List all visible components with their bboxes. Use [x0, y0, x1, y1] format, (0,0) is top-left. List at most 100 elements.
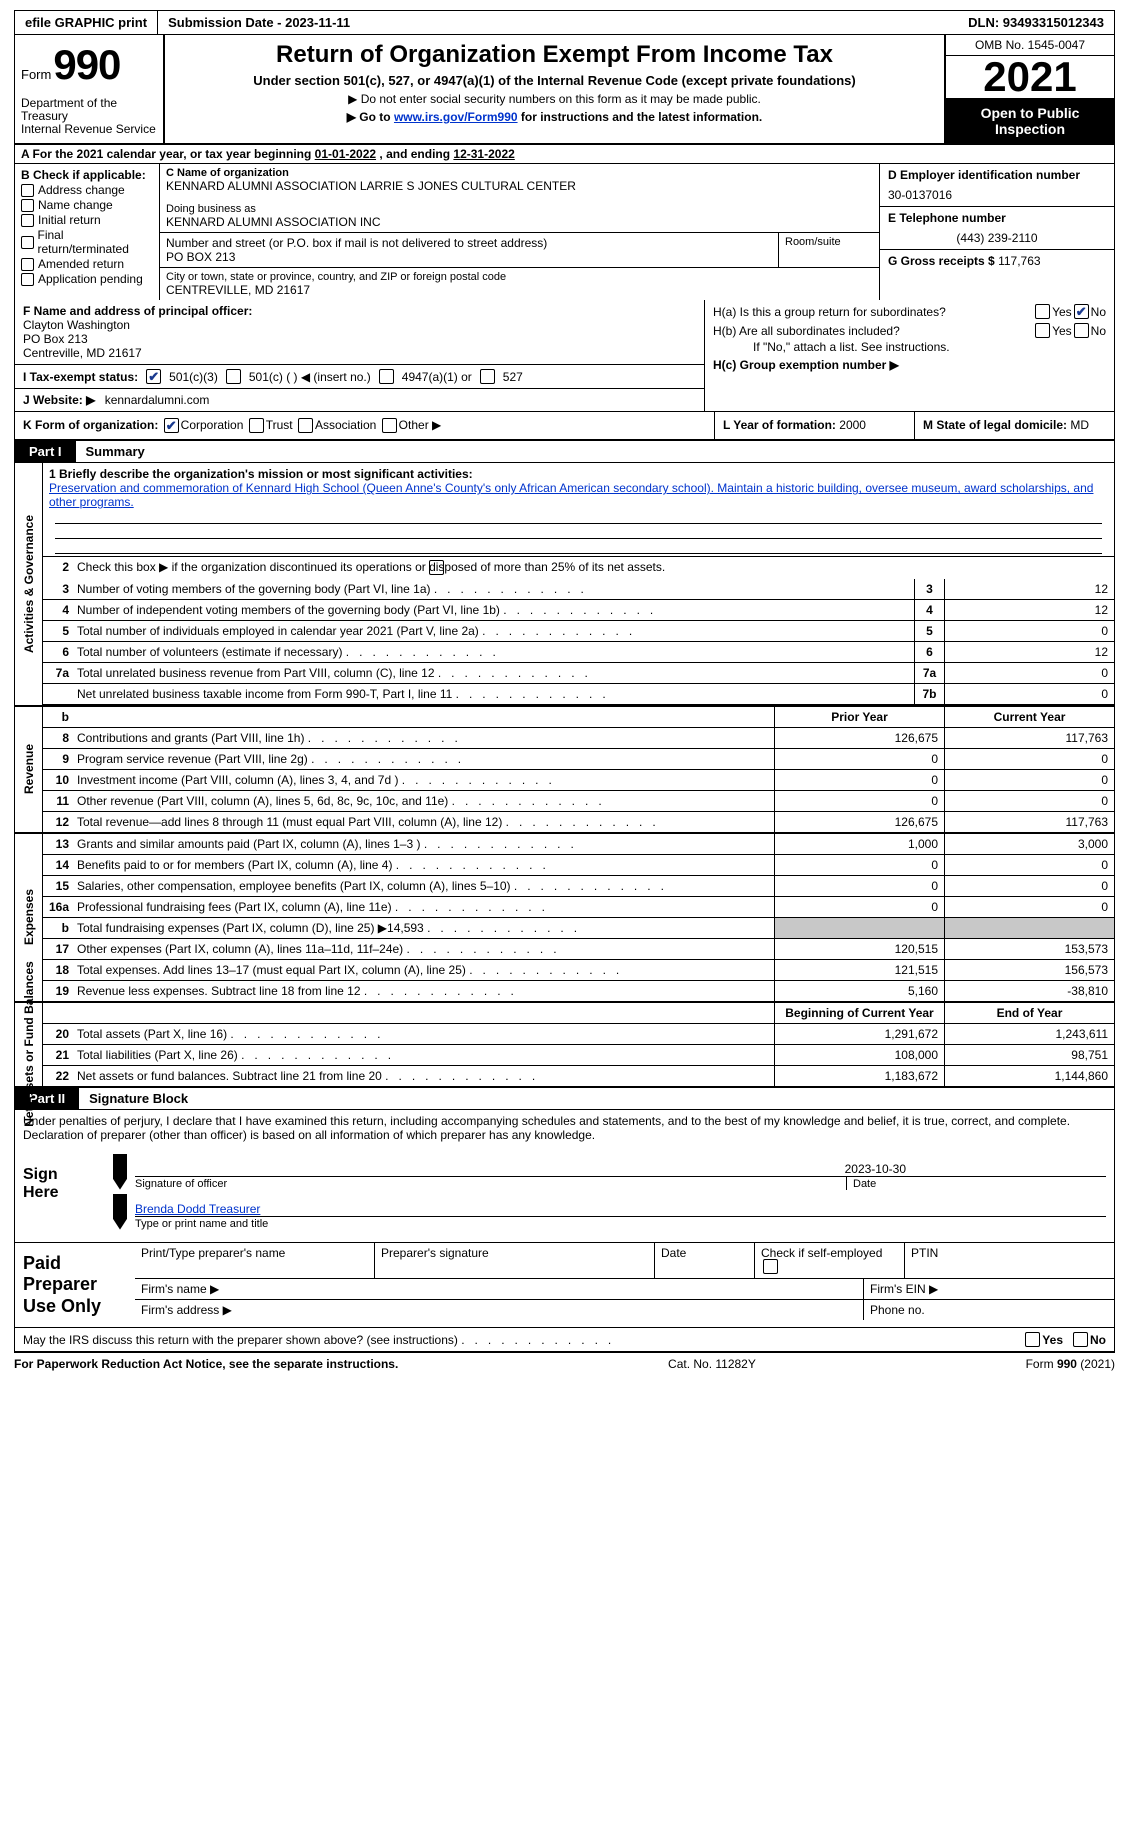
check-hb-yes[interactable] — [1035, 323, 1050, 338]
catalog-number: Cat. No. 11282Y — [398, 1357, 1025, 1371]
column-c-org-info: C Name of organization KENNARD ALUMNI AS… — [160, 164, 879, 300]
summary-line: 19Revenue less expenses. Subtract line 1… — [43, 981, 1114, 1001]
check-527[interactable] — [480, 369, 495, 384]
paid-preparer-block: Paid Preparer Use Only Print/Type prepar… — [14, 1243, 1115, 1329]
check-final-return[interactable]: Final return/terminated — [21, 228, 153, 256]
street-address: PO BOX 213 — [166, 250, 772, 264]
dba-label: Doing business as — [166, 203, 873, 215]
form-note-ssn: ▶ Do not enter social security numbers o… — [173, 92, 936, 106]
summary-line: 13Grants and similar amounts paid (Part … — [43, 834, 1114, 855]
section-f-officer: F Name and address of principal officer:… — [15, 300, 704, 365]
signature-arrow-icon — [113, 1154, 127, 1190]
summary-line: 20Total assets (Part X, line 16)1,291,67… — [43, 1024, 1114, 1045]
column-headers-netassets: Beginning of Current Year End of Year — [43, 1003, 1114, 1024]
form-footer: For Paperwork Reduction Act Notice, see … — [14, 1353, 1115, 1375]
summary-line: 7aTotal unrelated business revenue from … — [43, 663, 1114, 684]
summary-line: 22Net assets or fund balances. Subtract … — [43, 1066, 1114, 1086]
summary-line: 8Contributions and grants (Part VIII, li… — [43, 728, 1114, 749]
column-d-contact: D Employer identification number 30-0137… — [879, 164, 1114, 300]
gross-receipts-label: G Gross receipts $ — [888, 254, 995, 268]
city-state-zip: CENTREVILLE, MD 21617 — [166, 283, 873, 297]
column-b-checkboxes: B Check if applicable: Address change Na… — [15, 164, 160, 300]
preparer-sig-label: Preparer's signature — [375, 1243, 655, 1278]
signature-officer-label: Signature of officer — [135, 1177, 846, 1190]
summary-line: bTotal fundraising expenses (Part IX, co… — [43, 918, 1114, 939]
check-other[interactable] — [382, 418, 397, 433]
check-501c[interactable] — [226, 369, 241, 384]
ptin-label: PTIN — [905, 1243, 1114, 1278]
preparer-date-label: Date — [655, 1243, 755, 1278]
summary-line: 5Total number of individuals employed in… — [43, 621, 1114, 642]
check-discuss-no[interactable] — [1073, 1332, 1088, 1347]
row-k-l-m: K Form of organization: Corporation Trus… — [14, 412, 1115, 440]
summary-line: 21Total liabilities (Part X, line 26)108… — [43, 1045, 1114, 1066]
ein-label: D Employer identification number — [888, 168, 1106, 182]
check-association[interactable] — [298, 418, 313, 433]
efile-print-button[interactable]: efile GRAPHIC print — [15, 11, 158, 34]
check-ha-yes[interactable] — [1035, 304, 1050, 319]
hc-group-exemption: H(c) Group exemption number ▶ — [713, 358, 1106, 372]
irs-link[interactable]: www.irs.gov/Form990 — [394, 110, 518, 124]
side-label-netassets: Net Assets or Fund Balances — [15, 1003, 43, 1086]
summary-line: 18Total expenses. Add lines 13–17 (must … — [43, 960, 1114, 981]
summary-line: 17Other expenses (Part IX, column (A), l… — [43, 939, 1114, 960]
check-corporation[interactable] — [164, 418, 179, 433]
officer-name-value: Brenda Dodd Treasurer — [135, 1202, 1106, 1216]
check-name-change[interactable]: Name change — [21, 198, 153, 212]
check-initial-return[interactable]: Initial return — [21, 213, 153, 227]
check-hb-no[interactable] — [1074, 323, 1089, 338]
line-1-mission: 1 Briefly describe the organization's mi… — [43, 463, 1114, 557]
check-discuss-yes[interactable] — [1025, 1332, 1040, 1347]
firm-name-label: Firm's name ▶ — [135, 1279, 864, 1299]
signature-date-label: Date — [846, 1177, 1106, 1190]
check-application-pending[interactable]: Application pending — [21, 272, 153, 286]
column-headers-revenue: b Prior Year Current Year — [43, 707, 1114, 728]
sign-here-label: Sign Here — [15, 1146, 105, 1242]
summary-line: 10Investment income (Part VIII, column (… — [43, 770, 1114, 791]
preparer-self-employed: Check if self-employed — [755, 1243, 905, 1278]
section-j-website: J Website: ▶ kennardalumni.com — [15, 389, 704, 411]
form-number: Form 990 — [21, 41, 157, 89]
org-name: KENNARD ALUMNI ASSOCIATION LARRIE S JONE… — [166, 179, 873, 193]
ein-value: 30-0137016 — [888, 188, 1106, 202]
section-h-group: H(a) Is this a group return for subordin… — [704, 300, 1114, 411]
tax-year: 2021 — [946, 56, 1114, 99]
paperwork-notice: For Paperwork Reduction Act Notice, see … — [14, 1357, 398, 1371]
summary-line: 6Total number of volunteers (estimate if… — [43, 642, 1114, 663]
line-2-discontinued: 2 Check this box ▶ if the organization d… — [43, 557, 1114, 578]
discuss-with-preparer: May the IRS discuss this return with the… — [14, 1328, 1115, 1353]
row-a-tax-year: A For the 2021 calendar year, or tax yea… — [14, 145, 1115, 164]
block-f-h-i-j: F Name and address of principal officer:… — [14, 300, 1115, 412]
check-discontinued[interactable] — [429, 560, 444, 575]
form-header: Form 990 Department of the Treasury Inte… — [14, 35, 1115, 145]
form-version: Form 990 (2021) — [1026, 1357, 1115, 1371]
summary-line: Net unrelated business taxable income fr… — [43, 684, 1114, 705]
firm-phone-label: Phone no. — [864, 1300, 1114, 1320]
check-trust[interactable] — [249, 418, 264, 433]
section-net-assets: Net Assets or Fund Balances Beginning of… — [14, 1001, 1115, 1087]
form-title: Return of Organization Exempt From Incom… — [173, 41, 936, 69]
section-revenue: Revenue b Prior Year Current Year 8Contr… — [14, 705, 1115, 832]
street-label: Number and street (or P.O. box if mail i… — [166, 236, 772, 250]
dln-number: DLN: 93493315012343 — [958, 11, 1114, 34]
dba-name: KENNARD ALUMNI ASSOCIATION INC — [166, 215, 873, 229]
part-2-header: Part II Signature Block — [14, 1087, 1115, 1110]
type-name-label: Type or print name and title — [135, 1217, 272, 1230]
summary-line: 11Other revenue (Part VIII, column (A), … — [43, 791, 1114, 812]
check-501c3[interactable] — [146, 369, 161, 384]
check-ha-no[interactable] — [1074, 304, 1089, 319]
firm-address-label: Firm's address ▶ — [135, 1300, 864, 1320]
officer-sign-date: 2023-10-30 — [135, 1162, 1106, 1176]
side-label-revenue: Revenue — [15, 707, 43, 832]
check-amended-return[interactable]: Amended return — [21, 257, 153, 271]
part-1-header: Part I Summary — [14, 440, 1115, 463]
sign-here-block: Sign Here 2023-10-30 Signature of office… — [14, 1146, 1115, 1243]
check-4947[interactable] — [379, 369, 394, 384]
check-address-change[interactable]: Address change — [21, 183, 153, 197]
summary-line: 3Number of voting members of the governi… — [43, 579, 1114, 600]
side-label-activities: Activities & Governance — [15, 463, 43, 704]
check-self-employed[interactable] — [763, 1259, 778, 1274]
section-i-exempt-status: I Tax-exempt status: 501(c)(3) 501(c) ( … — [15, 365, 704, 389]
city-label: City or town, state or province, country… — [166, 271, 873, 283]
firm-ein-label: Firm's EIN ▶ — [864, 1279, 1114, 1299]
